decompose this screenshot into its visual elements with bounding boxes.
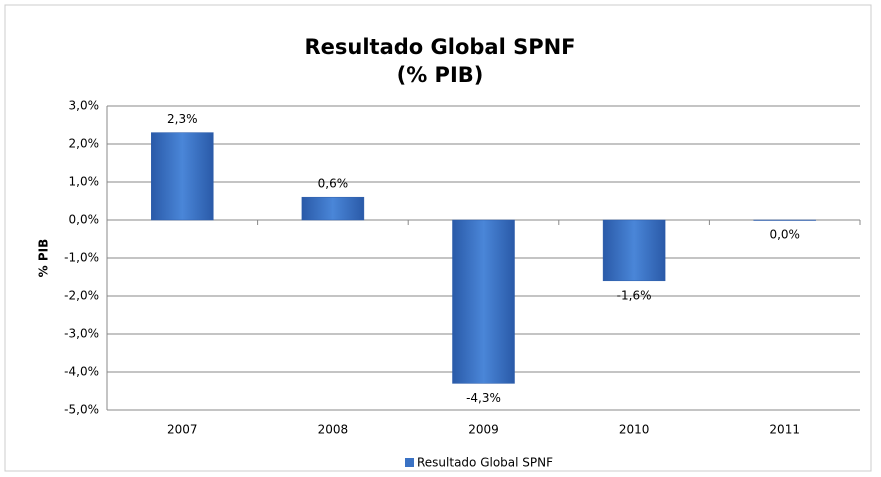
y-axis-label: % PIB [37, 239, 51, 278]
y-tick-label: 3,0% [69, 99, 100, 113]
x-tick-label: 2010 [619, 423, 650, 437]
legend-swatch [405, 458, 414, 467]
x-tick-label: 2007 [167, 423, 198, 437]
bar [753, 219, 816, 221]
data-label: -1,6% [617, 288, 652, 302]
y-tick-label: 2,0% [69, 137, 100, 151]
x-tick-label: 2008 [318, 423, 349, 437]
bar [151, 132, 214, 221]
x-tick-label: 2011 [769, 423, 800, 437]
data-label: 0,6% [318, 177, 349, 191]
y-tick-label: 0,0% [69, 213, 100, 227]
y-tick-label: -4,0% [64, 365, 99, 379]
chart-subtitle: (% PIB) [397, 63, 484, 87]
bar [452, 219, 515, 384]
chart-border [4, 4, 872, 472]
data-label: -4,3% [466, 391, 501, 405]
data-label: 0,0% [769, 228, 800, 242]
bar [301, 196, 365, 221]
bar [602, 219, 666, 282]
data-label: 2,3% [167, 112, 198, 126]
y-tick-label: -1,0% [64, 251, 99, 265]
y-tick-label: -5,0% [64, 403, 99, 417]
legend-label: Resultado Global SPNF [417, 456, 553, 470]
y-tick-label: -2,0% [64, 289, 99, 303]
y-tick-label: -3,0% [64, 327, 99, 341]
y-tick-label: 1,0% [69, 175, 100, 189]
chart-title: Resultado Global SPNF [304, 35, 575, 59]
x-tick-label: 2009 [468, 423, 499, 437]
